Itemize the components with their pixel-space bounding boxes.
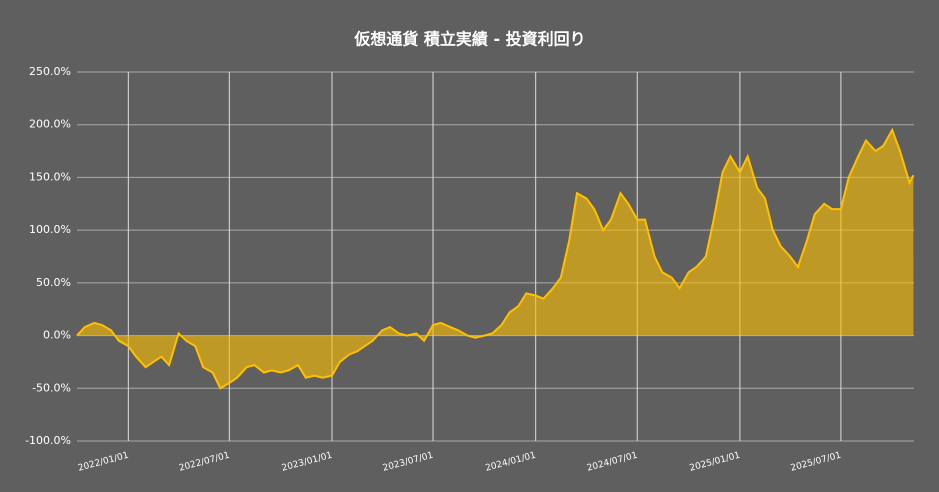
area — [77, 130, 914, 389]
y-tick-label: -100.0% — [25, 434, 71, 447]
y-tick-label: -50.0% — [32, 381, 71, 394]
y-tick-label: 250.0% — [29, 65, 71, 78]
line — [76, 127, 915, 390]
y-tick-label: 150.0% — [29, 170, 71, 183]
y-tick-label: 200.0% — [29, 118, 71, 131]
y-tick-label: 100.0% — [29, 223, 71, 236]
y-tick-label: 50.0% — [36, 276, 71, 289]
y-tick-label: 0.0% — [43, 329, 71, 342]
chart-title: 仮想通貨 積立実績 - 投資利回り — [353, 30, 585, 49]
